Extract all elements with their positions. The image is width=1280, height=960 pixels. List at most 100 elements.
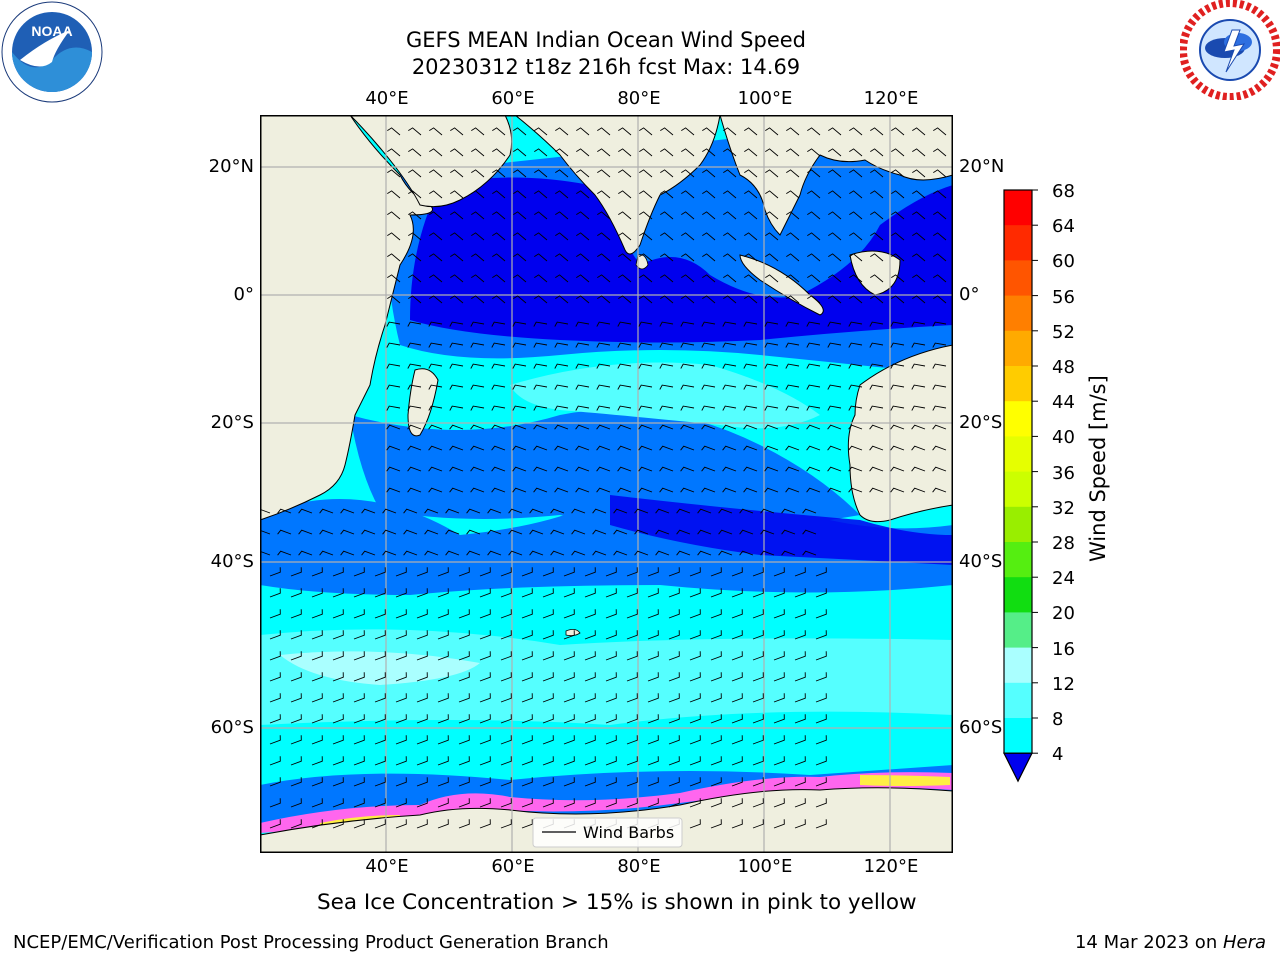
wind-barb	[584, 567, 596, 577]
wind-barb	[449, 363, 464, 369]
wind-barb	[773, 735, 785, 745]
wind-barb	[513, 169, 527, 178]
wind-barb	[450, 253, 464, 262]
wind-barb	[407, 363, 422, 369]
colorbar-label: 24	[1052, 568, 1075, 590]
wind-barb	[353, 777, 365, 787]
wind-barb	[529, 529, 544, 535]
wind-barb	[744, 211, 758, 220]
wind-barb	[277, 508, 292, 514]
wind-barb	[794, 693, 806, 703]
wind-barb	[702, 211, 716, 220]
wind-barb	[479, 777, 491, 787]
wind-barb	[571, 550, 586, 556]
map-frame	[260, 115, 953, 853]
wind-barb	[891, 127, 905, 136]
wind-barb	[617, 363, 632, 369]
wind-barb	[786, 148, 800, 157]
wind-barb	[508, 529, 523, 535]
wind-barb	[731, 651, 743, 661]
wind-barb	[773, 588, 785, 598]
wind-barb	[311, 588, 323, 598]
wind-barb	[731, 693, 743, 703]
wind-barb	[828, 190, 842, 199]
wind-barb	[512, 405, 527, 411]
wind-barb	[269, 609, 281, 619]
wind-barb	[681, 274, 695, 283]
lon-tick-bottom: 60°E	[491, 856, 535, 877]
wind-barb	[269, 714, 281, 724]
wind-barb	[449, 321, 464, 327]
wind-barb	[932, 384, 947, 390]
wind-barb	[786, 295, 800, 304]
wind-barb	[764, 424, 779, 430]
wind-barb	[563, 588, 575, 598]
wind-barb	[395, 609, 407, 619]
wind-barb	[891, 169, 905, 178]
wind-barb	[802, 550, 817, 556]
wind-barb	[491, 424, 506, 430]
wind-barb	[723, 190, 737, 199]
wind-barb	[555, 232, 569, 241]
wind-barb	[386, 342, 401, 348]
wind-barb	[353, 798, 365, 808]
wind-barb	[639, 148, 653, 157]
wind-barb	[311, 777, 323, 787]
wind-barb	[374, 609, 386, 619]
wind-barb	[311, 567, 323, 577]
wind-barb	[911, 384, 926, 390]
wind-barb	[374, 714, 386, 724]
lon-tick-top: 40°E	[365, 88, 409, 109]
wind-barb	[647, 693, 659, 703]
wind-speed-map: Wind Barbs	[260, 115, 953, 853]
wind-barb	[500, 735, 512, 745]
wind-barb	[617, 487, 632, 493]
wind-barb	[647, 798, 659, 808]
wind-barb	[849, 232, 863, 241]
wind-barb	[764, 363, 779, 369]
wind-barb	[458, 672, 470, 682]
wind-barb	[479, 588, 491, 598]
wind-barb	[353, 630, 365, 640]
wind-barb	[290, 609, 302, 619]
wind-barb	[529, 550, 544, 556]
wind-barb	[428, 363, 443, 369]
wind-barb	[597, 127, 611, 136]
wind-barb	[332, 798, 344, 808]
wind-barb	[445, 529, 460, 535]
wind-barb	[626, 567, 638, 577]
wind-barb	[471, 295, 485, 304]
wind-barb	[584, 777, 596, 787]
wind-barb	[416, 672, 428, 682]
wind-barb	[815, 609, 827, 619]
lat-tick-left: 20°N	[208, 156, 254, 177]
wind-barb	[933, 169, 947, 178]
wind-barb	[828, 169, 842, 178]
colorbar-label: 44	[1052, 392, 1075, 414]
wind-barb	[668, 798, 680, 808]
wind-barb	[605, 567, 617, 577]
wind-barb	[752, 651, 764, 661]
wind-barb	[702, 253, 716, 262]
wind-barb	[617, 445, 632, 451]
wind-barb	[869, 384, 884, 390]
wind-barb	[647, 756, 659, 766]
wind-barb	[744, 190, 758, 199]
footer-right: 14 Mar 2023 on Hera	[1075, 932, 1266, 953]
wind-barb	[765, 148, 779, 157]
wind-barb	[752, 630, 764, 640]
wind-barb	[395, 735, 407, 745]
wind-barb	[785, 321, 800, 327]
wind-barb	[550, 508, 565, 514]
colorbar-segment	[1004, 577, 1032, 613]
wind-barb	[701, 487, 716, 493]
wind-barb	[332, 735, 344, 745]
wind-barb	[386, 487, 401, 493]
wind-barb	[471, 169, 485, 178]
wind-barb	[395, 819, 407, 829]
wind-barb	[802, 508, 817, 514]
wind-barb	[269, 567, 281, 577]
wind-barb	[555, 169, 569, 178]
wind-barb	[428, 405, 443, 411]
wind-barb	[786, 274, 800, 283]
